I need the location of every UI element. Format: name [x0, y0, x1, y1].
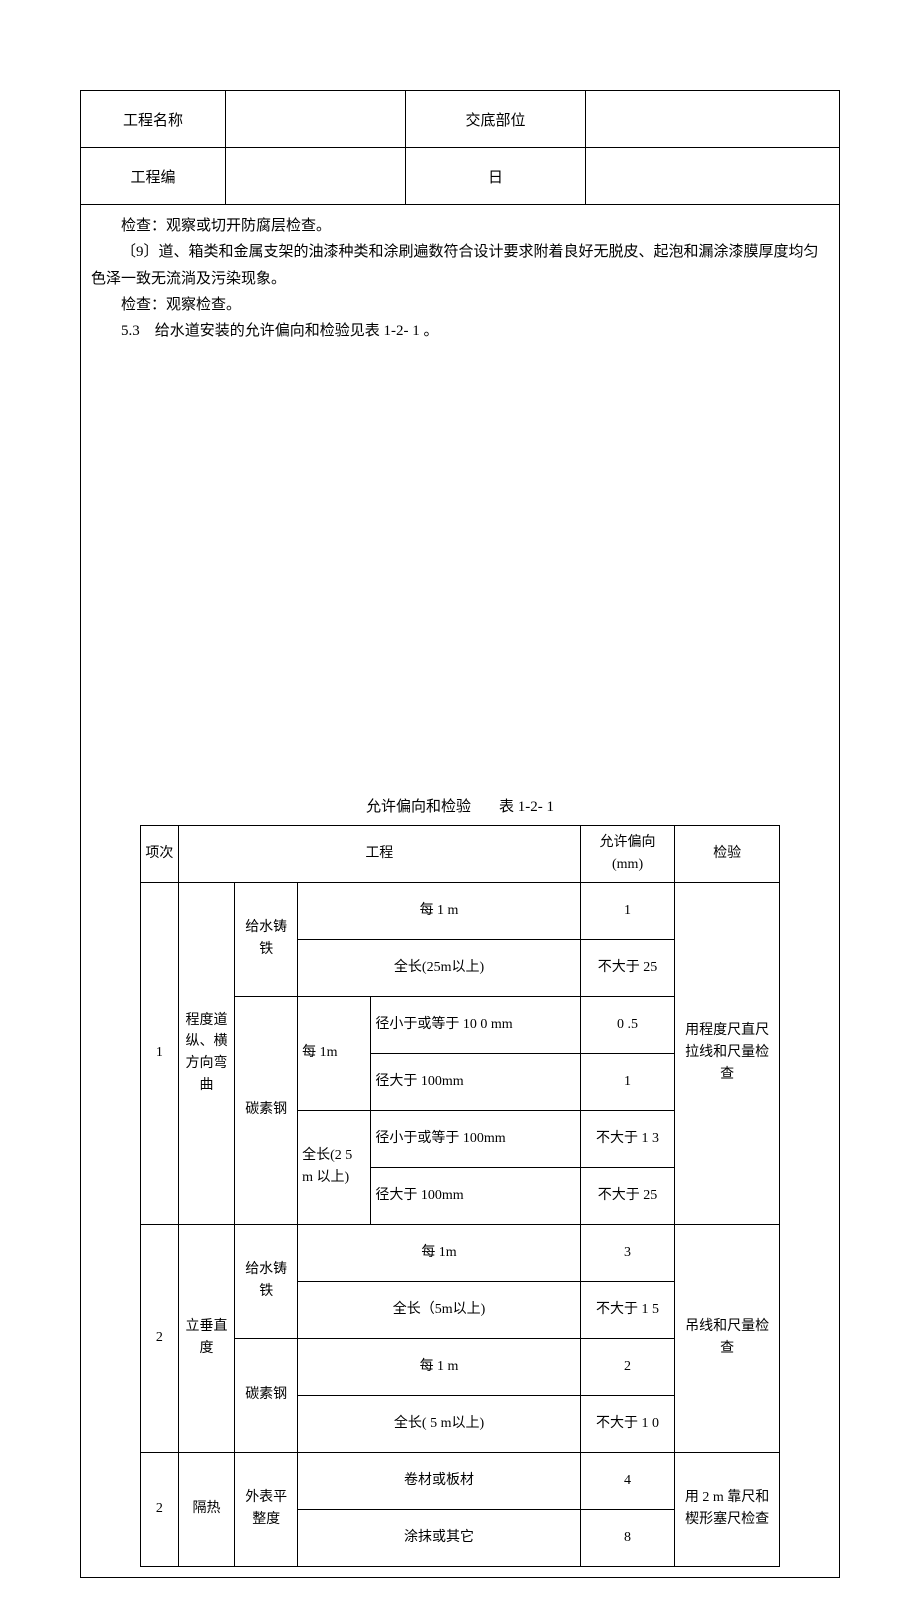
s3-chk: 用 2 m 靠尺和楔形塞尺检查 [675, 1452, 780, 1566]
s1-r4-d2: 径大于 100mm [371, 1167, 581, 1224]
th-proj: 工程 [178, 825, 580, 882]
s1-r3-d1: 径小于或等于 10 0 mm [371, 996, 581, 1053]
th-chk: 检验 [675, 825, 780, 882]
header-table: 工程名称 交底部位 工程编 日 检查：观察或切开防腐层检查。 〔9〕道、箱类和金… [80, 90, 840, 1578]
s2-r2-desc: 全长（5m以上) [298, 1281, 581, 1338]
tolerance-table: 项次 工程 允许偏向 (mm) 检验 1 程度道纵、横方向弯曲 给水铸铁 每 1… [140, 825, 780, 1567]
s2-r4-tol: 不大于 1 0 [580, 1395, 674, 1452]
s1-r4-t2: 不大于 25 [580, 1167, 674, 1224]
s1-r4-t1: 不大于 1 3 [580, 1110, 674, 1167]
s2-r3-tol: 2 [580, 1338, 674, 1395]
s1-r1-tol: 1 [580, 882, 674, 939]
th-idx: 项次 [141, 825, 179, 882]
s2-r3-desc: 每 1 m [298, 1338, 581, 1395]
h-value-part [586, 91, 840, 148]
note-p2: 〔9〕道、箱类和金属支架的油漆种类和涂刷遍数符合设计要求附着良好无脱皮、起泡和漏… [91, 239, 829, 292]
s2-r1-tol: 3 [580, 1224, 674, 1281]
h-label-date: 日 [406, 148, 586, 205]
s3-idx: 2 [141, 1452, 179, 1566]
s1-chk: 用程度尺直尺拉线和尺量检查 [675, 882, 780, 1224]
s1-r3-d2: 径大于 100mm [371, 1053, 581, 1110]
s1-idx: 1 [141, 882, 179, 1224]
s3-r2-tol: 8 [580, 1509, 674, 1566]
s1-mat2: 碳素钢 [235, 996, 298, 1224]
s1-r4-d1: 径小于或等于 100mm [371, 1110, 581, 1167]
h-label-code: 工程编 [81, 148, 226, 205]
h-value-date [586, 148, 840, 205]
s2-cat: 立垂直度 [178, 1224, 235, 1452]
s2-r4-desc: 全长( 5 m以上) [298, 1395, 581, 1452]
s3-cat: 隔热 [178, 1452, 235, 1566]
h-value-code [226, 148, 406, 205]
s2-mat2: 碳素钢 [235, 1338, 298, 1452]
h-value-name [226, 91, 406, 148]
caption-right: 表 1-2- 1 [499, 799, 554, 815]
s3-mat: 外表平整度 [235, 1452, 298, 1566]
caption-left: 允许偏向和检验 [366, 799, 471, 815]
notes-cell: 检查：观察或切开防腐层检查。 〔9〕道、箱类和金属支架的油漆种类和涂刷遍数符合设… [81, 205, 840, 1578]
s2-mat1: 给水铸铁 [235, 1224, 298, 1338]
s2-r2-tol: 不大于 1 5 [580, 1281, 674, 1338]
s1-r2-tol: 不大于 25 [580, 939, 674, 996]
s2-chk: 吊线和尺量检查 [675, 1224, 780, 1452]
s2-r1-desc: 每 1m [298, 1224, 581, 1281]
s1-cat: 程度道纵、横方向弯曲 [178, 882, 235, 1224]
table-caption: 允许偏向和检验 表 1-2- 1 [91, 794, 829, 820]
s1-r4-len: 全长(2 5 m 以上) [298, 1110, 371, 1224]
s1-r2-desc: 全长(25m以上) [298, 939, 581, 996]
h-label-name: 工程名称 [81, 91, 226, 148]
note-p3: 检查：观察检查。 [91, 292, 829, 318]
s1-mat1: 给水铸铁 [235, 882, 298, 996]
s1-r3-t1: 0 .5 [580, 996, 674, 1053]
th-tol: 允许偏向 (mm) [580, 825, 674, 882]
s1-r1-desc: 每 1 m [298, 882, 581, 939]
note-p1: 检查：观察或切开防腐层检查。 [91, 213, 829, 239]
s3-r1-tol: 4 [580, 1452, 674, 1509]
h-label-part: 交底部位 [406, 91, 586, 148]
s1-r3-t2: 1 [580, 1053, 674, 1110]
s1-r3-len: 每 1m [298, 996, 371, 1110]
s3-r2-desc: 涂抹或其它 [298, 1509, 581, 1566]
s3-r1-desc: 卷材或板材 [298, 1452, 581, 1509]
note-p4: 5.3 给水道安装的允许偏向和检验见表 1-2- 1 。 [91, 318, 829, 344]
s2-idx: 2 [141, 1224, 179, 1452]
